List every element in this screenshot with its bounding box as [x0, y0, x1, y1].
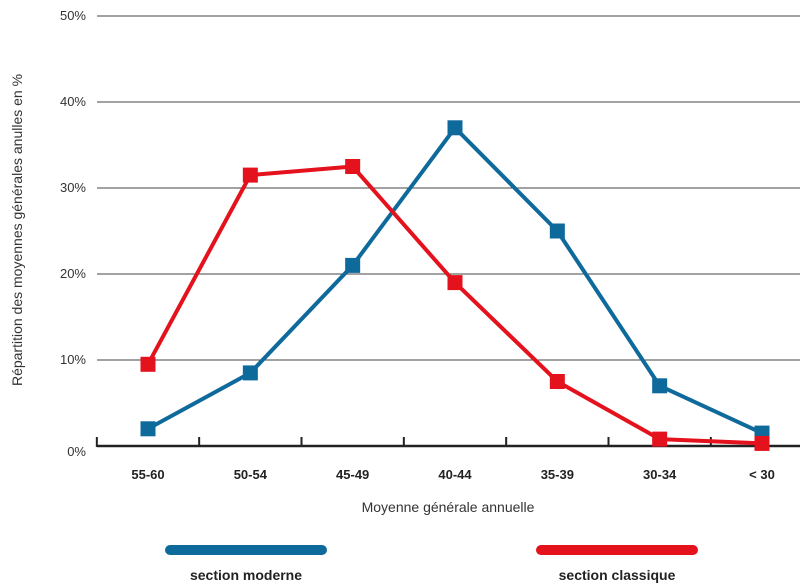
series-line [146, 164, 763, 446]
data-point [652, 378, 668, 394]
y-tick-label: 50% [60, 8, 86, 23]
data-point [140, 356, 156, 372]
y-tick-label: 20% [60, 266, 86, 281]
data-point [140, 421, 156, 437]
legend: section moderne section classique [165, 545, 698, 583]
data-point [652, 431, 668, 447]
data-point [549, 223, 565, 239]
legend-item: section classique [536, 545, 698, 583]
y-tick-labels: 0% 10% 20% 30% 40% 50% [60, 8, 86, 459]
legend-label: section classique [559, 567, 676, 583]
x-axis-title: Moyenne générale annuelle [362, 499, 535, 515]
y-tick-label: 30% [60, 180, 86, 195]
series-layer [140, 120, 770, 451]
x-tick-label: 35-39 [541, 467, 574, 482]
data-point [549, 374, 565, 389]
data-point [242, 167, 258, 183]
x-tick-label: 45-49 [336, 467, 369, 482]
x-tick-label: < 30 [749, 467, 775, 482]
legend-item: section moderne [165, 545, 327, 583]
x-tick-label: 30-34 [643, 467, 677, 482]
series-1 [140, 120, 770, 441]
x-tick-label: 40-44 [438, 467, 472, 482]
x-tick-label: 50-54 [234, 467, 268, 482]
legend-label: section moderne [190, 567, 302, 583]
grid-lines [97, 15, 800, 361]
y-tick-label: 10% [60, 352, 86, 367]
data-point [447, 120, 463, 136]
data-point [345, 257, 361, 273]
data-point [345, 159, 361, 174]
x-tick-labels: 55-60 50-54 45-49 40-44 35-39 30-34 < 30 [131, 467, 774, 482]
series-2 [140, 159, 770, 451]
x-tick-label: 55-60 [131, 467, 164, 482]
data-point [447, 275, 463, 291]
y-tick-label: 40% [60, 94, 86, 109]
y-axis-title: Répartition des moyennes générales anull… [9, 74, 25, 386]
data-point [242, 365, 258, 381]
data-point [754, 435, 770, 451]
y-tick-label: 0% [67, 444, 86, 459]
